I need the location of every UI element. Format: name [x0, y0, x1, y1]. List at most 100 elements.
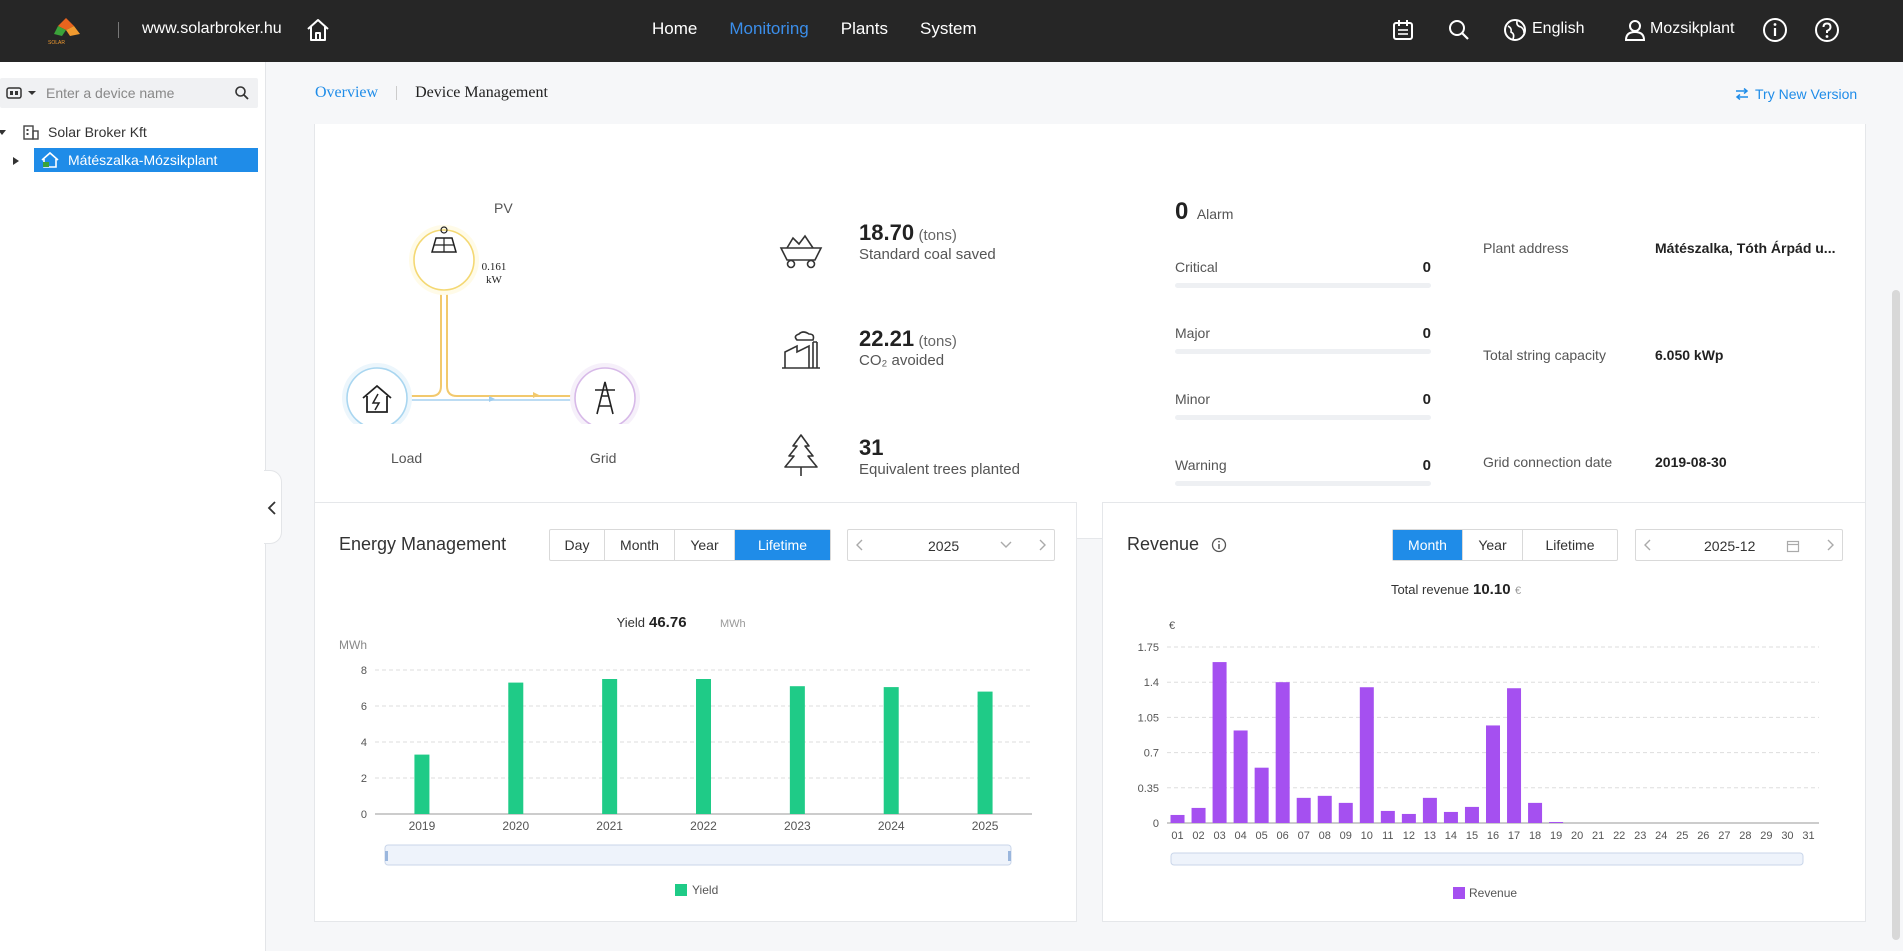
energy-zoom-slider[interactable]: [384, 844, 1012, 866]
bar-2024[interactable]: [883, 687, 899, 814]
try-new-version-link[interactable]: Try New Version: [1735, 86, 1857, 102]
bar-17[interactable]: [1507, 688, 1522, 823]
bar-2019[interactable]: [414, 754, 430, 814]
main-nav: Home Monitoring Plants System: [652, 19, 1009, 39]
caret-down-icon[interactable]: [0, 126, 8, 138]
sidebar-collapse-handle[interactable]: [264, 470, 282, 544]
home-icon[interactable]: [304, 16, 332, 44]
x-tick-label: 2024: [878, 819, 905, 833]
device-search-input[interactable]: [46, 82, 226, 104]
bar-19[interactable]: [1549, 821, 1564, 823]
nav-home[interactable]: Home: [652, 19, 698, 38]
tab-device-management[interactable]: Device Management: [415, 84, 548, 101]
page-scrollbar[interactable]: [1892, 290, 1900, 940]
main-content: Overview Device Management Try New Versio…: [267, 62, 1903, 951]
tree-node-company-label: Solar Broker Kft: [48, 124, 147, 140]
alarm-summary[interactable]: 0 Alarm: [1175, 198, 1233, 226]
bar-2020[interactable]: [508, 682, 524, 814]
bar-13[interactable]: [1422, 797, 1437, 823]
bar-07[interactable]: [1296, 797, 1311, 823]
revenue-range-month[interactable]: Month: [1393, 530, 1463, 560]
caret-right-icon[interactable]: [12, 156, 20, 166]
bar-2021[interactable]: [602, 679, 618, 814]
tree-node-plant[interactable]: Mátészalka-Mózsikplant: [34, 148, 258, 172]
info-icon[interactable]: [1762, 17, 1788, 43]
device-type-dropdown-icon[interactable]: [6, 85, 40, 101]
chevron-left-icon[interactable]: [1644, 539, 1652, 551]
user-name[interactable]: Mozsikplant: [1650, 20, 1735, 37]
bar-04[interactable]: [1233, 730, 1248, 823]
revenue-legend-swatch[interactable]: [1453, 887, 1465, 899]
bar-02[interactable]: [1191, 807, 1206, 823]
revenue-range-year[interactable]: Year: [1463, 530, 1523, 560]
bar-16[interactable]: [1486, 725, 1500, 823]
bar-15[interactable]: [1464, 806, 1479, 823]
alarm-warning-row[interactable]: Warning 0: [1175, 457, 1431, 486]
chevron-left-icon[interactable]: [856, 539, 864, 551]
bar-2022[interactable]: [696, 679, 711, 814]
user-icon[interactable]: [1622, 17, 1648, 43]
energy-year-picker[interactable]: 2025: [847, 529, 1055, 561]
x-tick-label: 26: [1697, 830, 1709, 842]
chevron-down-icon[interactable]: [1000, 541, 1012, 549]
bar-14[interactable]: [1443, 811, 1458, 823]
pv-power-value: 0.161: [481, 261, 507, 273]
nav-system[interactable]: System: [919, 19, 977, 38]
total-revenue-unit: €: [1515, 585, 1521, 597]
nav-monitoring[interactable]: Monitoring: [729, 19, 809, 38]
y-tick-label: 2: [361, 773, 367, 785]
tab-overview[interactable]: Overview: [315, 84, 379, 101]
bar-08[interactable]: [1317, 795, 1332, 823]
language-selector[interactable]: English: [1532, 20, 1585, 37]
bar-06[interactable]: [1275, 682, 1290, 823]
energy-zoom-handle-left[interactable]: [385, 851, 388, 861]
bar-03[interactable]: [1212, 662, 1227, 823]
x-tick-label: 2023: [784, 819, 811, 833]
x-tick-label: 22: [1613, 830, 1625, 842]
bar-01[interactable]: [1170, 814, 1185, 823]
alarm-critical-row[interactable]: Critical 0: [1175, 259, 1431, 288]
chevron-left-icon[interactable]: [267, 500, 277, 516]
energy-range-year[interactable]: Year: [675, 530, 735, 560]
energy-range-month[interactable]: Month: [605, 530, 675, 560]
info-icon[interactable]: [1211, 537, 1227, 553]
alarm-major-row[interactable]: Major 0: [1175, 325, 1431, 354]
bar-12[interactable]: [1401, 813, 1416, 823]
plant-address-label: Plant address: [1483, 240, 1569, 256]
solar-logo-icon[interactable]: SOLAR: [44, 14, 88, 46]
alarm-warning-count: 0: [1422, 457, 1431, 474]
y-tick-label: 4: [361, 737, 367, 749]
alarm-minor-row[interactable]: Minor 0: [1175, 391, 1431, 420]
x-tick-label: 2025: [972, 819, 999, 833]
x-tick-label: 09: [1340, 830, 1352, 842]
help-icon[interactable]: [1814, 17, 1840, 43]
site-name[interactable]: www.solarbroker.hu: [142, 20, 282, 37]
chevron-right-icon[interactable]: [1826, 539, 1834, 551]
bar-2023[interactable]: [789, 686, 805, 814]
revenue-bars: [1170, 662, 1564, 823]
bar-10[interactable]: [1359, 687, 1374, 823]
chevron-right-icon[interactable]: [1038, 539, 1046, 551]
bar-05[interactable]: [1254, 767, 1269, 823]
bar-09[interactable]: [1338, 802, 1353, 823]
revenue-range-lifetime[interactable]: Lifetime: [1545, 537, 1595, 553]
pv-label: PV: [494, 200, 513, 216]
calendar-icon[interactable]: [1786, 539, 1800, 553]
energy-zoom-handle-right[interactable]: [1008, 851, 1011, 861]
globe-icon[interactable]: [1502, 17, 1528, 43]
revenue-zoom-slider[interactable]: [1170, 852, 1804, 866]
x-tick-label: 02: [1192, 830, 1204, 842]
tree-node-company[interactable]: Solar Broker Kft: [0, 120, 147, 144]
calendar-report-icon[interactable]: [1390, 17, 1416, 43]
revenue-month-picker[interactable]: 2025-12: [1635, 529, 1843, 561]
search-icon[interactable]: [1446, 17, 1472, 43]
nav-plants[interactable]: Plants: [840, 19, 888, 38]
x-tick-label: 2022: [690, 819, 717, 833]
energy-range-day[interactable]: Day: [550, 530, 605, 560]
bar-18[interactable]: [1528, 802, 1543, 823]
energy-legend-swatch[interactable]: [675, 884, 687, 896]
search-icon[interactable]: [234, 85, 250, 101]
bar-11[interactable]: [1380, 810, 1395, 823]
energy-range-lifetime[interactable]: Lifetime: [735, 530, 830, 560]
bar-2025[interactable]: [977, 691, 993, 814]
